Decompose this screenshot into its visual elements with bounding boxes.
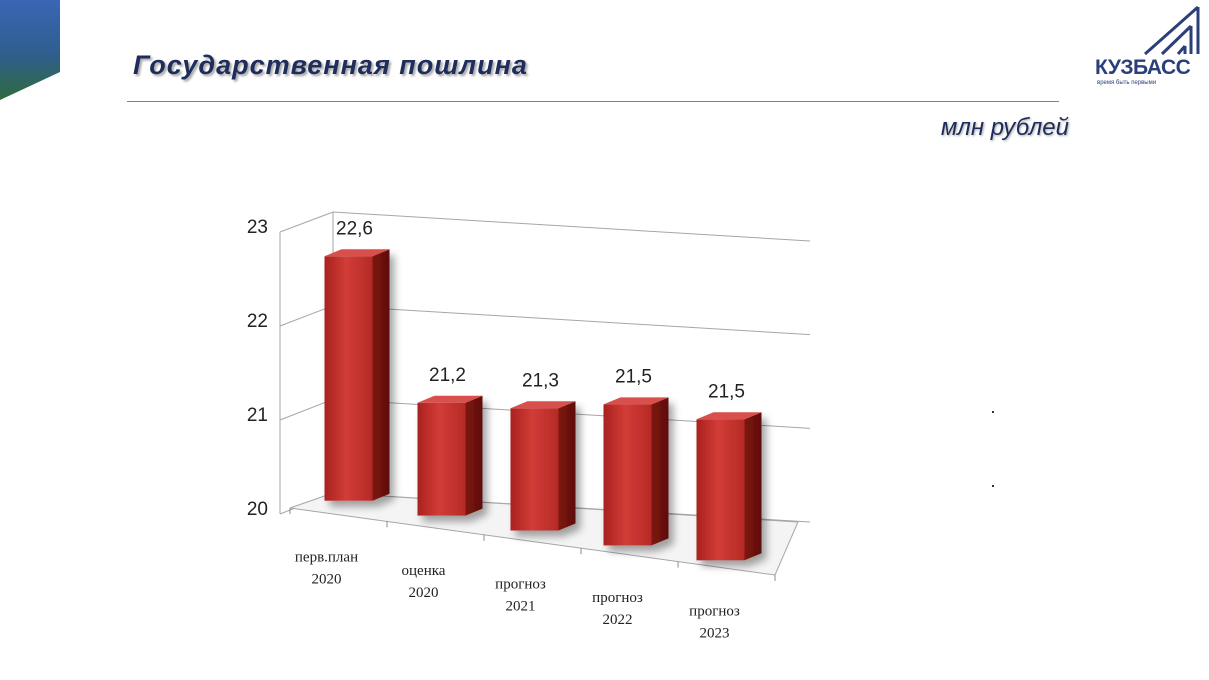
chart-x-labels: перв.план 2020 оценка 2020 прогноз 2021 прогно…: [295, 550, 740, 642]
stray-dot: [992, 485, 994, 487]
category-label: прогноз: [689, 603, 740, 619]
bar: [510, 401, 576, 531]
page-title: Государственная пошлина: [133, 50, 528, 80]
bar-side: [558, 401, 576, 531]
unit-label: млн рублей: [940, 114, 1069, 141]
y-tick-label: 23: [247, 217, 268, 238]
bar-front: [510, 408, 559, 531]
category-label: 2022: [603, 612, 633, 628]
logo-wordmark: КУЗБАСС: [1095, 56, 1191, 79]
chart-y-ticks: 20 21 22 23: [247, 217, 268, 520]
category-label: 2020: [312, 572, 342, 588]
y-tick-label: 20: [247, 499, 268, 520]
gridline: [332, 211, 811, 242]
bar-side: [465, 395, 483, 516]
title-divider: [127, 101, 1059, 102]
side-gridline: [279, 305, 334, 327]
category-label: 2020: [409, 585, 439, 601]
stray-dot: [992, 411, 994, 413]
value-label: 21,3: [522, 370, 559, 391]
category-label: перв.план: [295, 550, 358, 566]
bar-top: [417, 395, 483, 403]
value-label: 21,2: [429, 365, 466, 386]
kuzbass-logo-icon: [1144, 5, 1200, 56]
gridline: [332, 305, 811, 336]
side-gridline: [279, 211, 334, 233]
bar-front: [696, 419, 745, 561]
logo-tagline: время быть первыми: [1097, 80, 1157, 86]
bar-top: [603, 397, 669, 405]
bar: [324, 249, 390, 501]
bar-top: [324, 249, 390, 257]
chart-floor: [289, 492, 799, 581]
bar-front: [417, 402, 466, 516]
value-label: 21,5: [615, 366, 652, 387]
bar-side: [651, 397, 669, 546]
category-label: прогноз: [592, 590, 643, 606]
value-label: 22,6: [336, 218, 373, 239]
corner-decoration: [0, 0, 60, 100]
bar-top: [696, 412, 762, 420]
floor-plane: [289, 492, 799, 576]
category-label: 2021: [506, 599, 536, 615]
bar-front: [603, 404, 652, 546]
bar-side: [372, 249, 390, 501]
value-label: 21,5: [708, 381, 745, 402]
bar: [696, 412, 762, 561]
category-label: 2023: [700, 625, 730, 641]
chart-bars: [324, 249, 762, 561]
bar: [603, 397, 669, 546]
bar: [417, 395, 483, 516]
y-tick-label: 22: [247, 311, 268, 332]
bar-top: [510, 401, 576, 409]
bar-side: [744, 412, 762, 561]
category-label: оценка: [402, 563, 446, 579]
y-tick-label: 21: [247, 405, 268, 426]
chart-value-labels: 22,6 21,2 21,3 21,5 21,5: [336, 218, 745, 402]
bar-front: [324, 256, 373, 501]
category-label: прогноз: [495, 577, 546, 593]
side-gridline: [279, 398, 334, 421]
